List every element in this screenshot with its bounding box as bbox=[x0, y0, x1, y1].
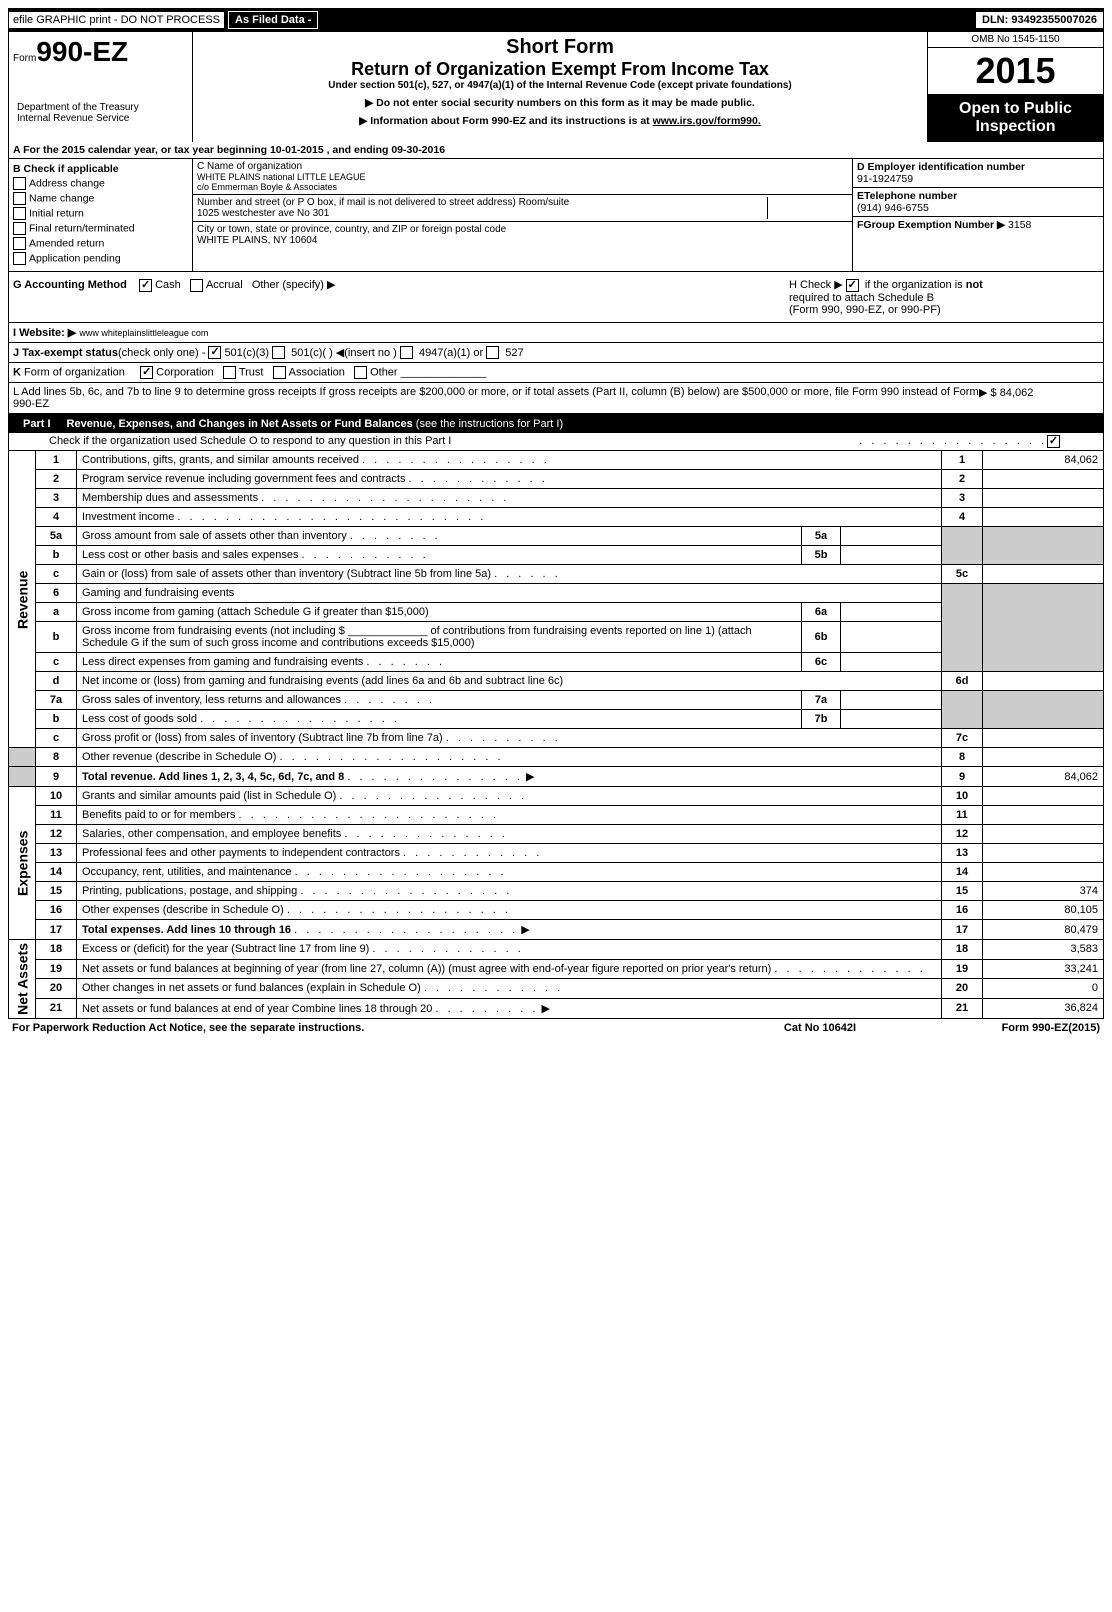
part-i-header: Part I Revenue, Expenses, and Changes in… bbox=[9, 415, 1103, 433]
part-i-check: Check if the organization used Schedule … bbox=[49, 435, 859, 448]
sub-title: Under section 501(c), 527, or 4947(a)(1)… bbox=[197, 80, 923, 91]
grp-label: FGroup Exemption Number ▶ bbox=[857, 219, 1005, 231]
main-title: Return of Organization Exempt From Incom… bbox=[197, 59, 923, 80]
org-care: c/o Emmerman Boyle & Associates bbox=[197, 182, 848, 192]
form-header: Form990-EZ Department of the Treasury In… bbox=[8, 32, 1104, 142]
section-g: G Accounting Method ✓Cash Accrual Other … bbox=[8, 272, 1104, 323]
grp-val: 3158 bbox=[1008, 219, 1031, 231]
org-city: WHITE PLAINS, NY 10604 bbox=[197, 235, 848, 246]
l-amt: ▶ $ 84,062 bbox=[979, 386, 1099, 410]
tel-label: ETelephone number bbox=[857, 190, 957, 202]
main-table: Revenue 1 Contributions, gifts, grants, … bbox=[8, 450, 1104, 1019]
c-name-label: C Name of organization bbox=[197, 161, 848, 172]
tel-val: (914) 946-6755 bbox=[857, 202, 929, 214]
omb-number: OMB No 1545-1150 bbox=[928, 32, 1103, 48]
cash-checkbox[interactable]: ✓ bbox=[139, 279, 152, 292]
dln-text: DLN: 93492355007026 bbox=[976, 12, 1103, 28]
h-checkbox[interactable]: ✓ bbox=[846, 279, 859, 292]
efile-text: efile GRAPHIC print - DO NOT PROCESS bbox=[9, 12, 226, 28]
org-name: WHITE PLAINS national LITTLE LEAGUE bbox=[197, 172, 848, 182]
netassets-vert: Net Assets bbox=[9, 940, 36, 1019]
short-form-title: Short Form bbox=[197, 36, 923, 59]
city-label: City or town, state or province, country… bbox=[197, 224, 848, 235]
col-b: B Check if applicable Address changeName… bbox=[9, 159, 193, 271]
section-j: J Tax-exempt status(check only one) - ✓5… bbox=[8, 343, 1104, 364]
col-d: D Employer identification number 91-1924… bbox=[852, 159, 1103, 271]
i-val: www whiteplainslittleleague com bbox=[79, 328, 208, 338]
form-prefix: Form bbox=[13, 53, 36, 64]
section-l: L Add lines 5b, 6c, and 7b to line 9 to … bbox=[8, 383, 1104, 414]
top-bar: efile GRAPHIC print - DO NOT PROCESS As … bbox=[8, 8, 1104, 32]
section-k: K Form of organization ✓Corporation Trus… bbox=[8, 363, 1104, 383]
l-text: L Add lines 5b, 6c, and 7b to line 9 to … bbox=[13, 386, 979, 410]
row-a: A For the 2015 calendar year, or tax yea… bbox=[8, 142, 1104, 159]
revenue-vert: Revenue bbox=[9, 451, 36, 748]
open-to-public: Open to Public Inspection bbox=[928, 94, 1103, 142]
footer-mid: Cat No 10642I bbox=[720, 1022, 920, 1034]
expenses-vert: Expenses bbox=[9, 787, 36, 940]
info1: ▶ Do not enter social security numbers o… bbox=[197, 97, 923, 109]
addr-label: Number and street (or P O box, if mail i… bbox=[197, 197, 767, 208]
dept-irs: Internal Revenue Service bbox=[17, 113, 184, 124]
section-bcd: B Check if applicable Address changeName… bbox=[8, 159, 1104, 272]
ein-val: 91-1924759 bbox=[857, 173, 913, 185]
section-i: I Website: ▶ www whiteplainslittleleague… bbox=[8, 323, 1104, 343]
col-c: C Name of organization WHITE PLAINS nati… bbox=[193, 159, 852, 271]
tax-year: 2015 bbox=[928, 48, 1103, 94]
asfiled-btn: As Filed Data - bbox=[228, 11, 318, 29]
dept-treasury: Department of the Treasury bbox=[17, 102, 184, 113]
col-b-title: B Check if applicable bbox=[13, 163, 119, 175]
footer-right: Form 990-EZ(2015) bbox=[920, 1022, 1100, 1034]
info2: ▶ Information about Form 990-EZ and its … bbox=[197, 115, 923, 127]
ein-label: D Employer identification number bbox=[857, 161, 1025, 173]
part-i-label: Part I bbox=[15, 418, 59, 430]
accrual-checkbox[interactable] bbox=[190, 279, 203, 292]
footer: For Paperwork Reduction Act Notice, see … bbox=[8, 1019, 1104, 1037]
footer-left: For Paperwork Reduction Act Notice, see … bbox=[12, 1022, 720, 1034]
org-addr: 1025 westchester ave No 301 bbox=[197, 208, 767, 219]
g-label: G Accounting Method bbox=[13, 279, 127, 291]
i-label: I Website: ▶ bbox=[13, 327, 76, 339]
sched-o-checkbox[interactable]: ✓ bbox=[1047, 435, 1060, 448]
form-number: 990-EZ bbox=[36, 36, 128, 67]
